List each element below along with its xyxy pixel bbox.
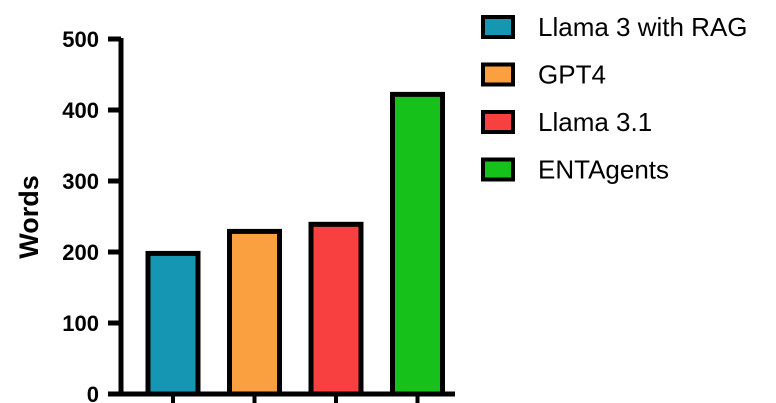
- y-tick-label: 500: [62, 27, 99, 52]
- y-tick-label: 200: [62, 240, 99, 265]
- bar-llama-3-with-rag: [145, 250, 201, 397]
- bars-group: [145, 91, 445, 397]
- y-tick-label: 400: [62, 98, 99, 123]
- bar-llama-3-1: [308, 221, 364, 397]
- y-axis-title: Words: [14, 175, 44, 259]
- y-tick-label: 100: [62, 311, 99, 336]
- legend-label: Llama 3 with RAG: [538, 12, 748, 42]
- legend: Llama 3 with RAG GPT4 Llama 3.1 ENTAgents: [481, 12, 748, 185]
- x-ticks-group: [171, 394, 420, 403]
- bar-entagents: [390, 91, 445, 397]
- y-tick-label: 0: [87, 382, 99, 403]
- legend-label: Llama 3.1: [538, 107, 652, 137]
- y-ticks-group: 0 100 200 300 400 500: [62, 27, 121, 403]
- legend-swatch: [481, 157, 515, 182]
- legend-label: ENTAgents: [538, 155, 669, 185]
- legend-label: GPT4: [538, 60, 606, 90]
- y-tick-label: 300: [62, 169, 99, 194]
- bar-gpt4: [227, 228, 282, 397]
- legend-swatch: [481, 15, 515, 39]
- legend-swatch: [481, 110, 515, 134]
- legend-swatch: [481, 62, 515, 87]
